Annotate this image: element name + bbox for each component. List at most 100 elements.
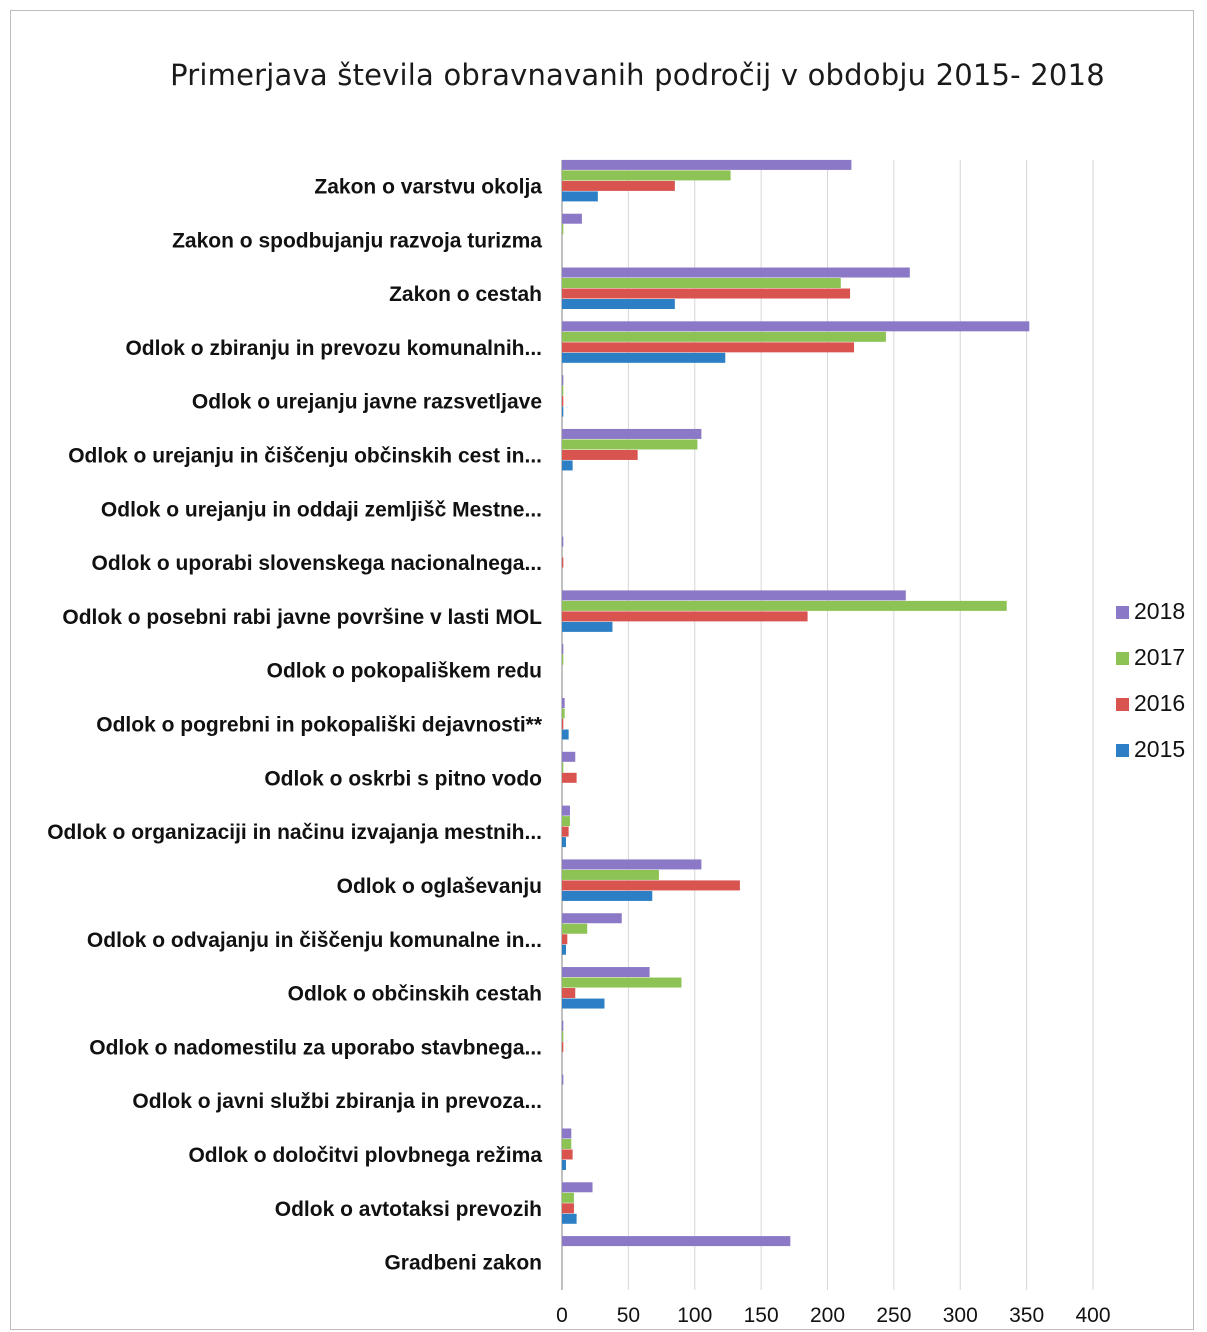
- bar-2016: [562, 1149, 573, 1160]
- legend-label: 2018: [1134, 598, 1185, 624]
- bar-2016: [562, 342, 855, 353]
- bar-2018: [562, 428, 702, 439]
- bar-2017: [562, 869, 659, 880]
- bar-2018: [562, 1182, 593, 1193]
- legend-swatch: [1116, 652, 1129, 665]
- bar-2016: [562, 557, 564, 568]
- bar-2016: [562, 396, 564, 407]
- category-label: Odlok o posebni rabi javne površine v la…: [62, 606, 542, 629]
- category-label: Odlok o avtotaksi prevozih: [275, 1198, 542, 1221]
- category-label: Zakon o varstvu okolja: [314, 175, 542, 198]
- bar-2017: [562, 977, 682, 988]
- category-label: Odlok o pogrebni in pokopališki dejavnos…: [96, 714, 543, 737]
- bar-2015: [562, 299, 675, 310]
- bar-2016: [562, 772, 577, 783]
- category-label: Odlok o urejanju in čiščenju občinskih c…: [68, 444, 542, 467]
- bar-2017: [562, 1031, 564, 1042]
- bar-2018: [562, 267, 910, 278]
- bar-2017: [562, 708, 565, 719]
- bars: [562, 159, 1030, 1247]
- bar-2017: [562, 923, 588, 934]
- category-label: Odlok o nadomestilu za uporabo stavbnega…: [89, 1036, 542, 1059]
- bar-2017: [562, 278, 841, 289]
- x-tick-label: 100: [677, 1304, 712, 1327]
- bar-2015: [562, 944, 566, 955]
- bar-2015: [562, 837, 566, 848]
- legend-swatch: [1116, 698, 1129, 711]
- category-label: Odlok o oglaševanju: [337, 875, 542, 898]
- bar-2016: [562, 880, 740, 891]
- bar-2015: [562, 460, 573, 471]
- category-label: Odlok o uporabi slovenskega nacionalnega…: [92, 552, 542, 575]
- category-label: Odlok o občinskih cestah: [288, 983, 542, 1006]
- bar-2016: [562, 1203, 574, 1214]
- bar-2016: [562, 1041, 564, 1052]
- chart-frame: [10, 10, 1194, 1330]
- x-tick-labels: 0 50 100 150 200 250 300 350 400: [556, 1304, 1110, 1327]
- category-label: Odlok o zbiranju in prevozu komunalnih..…: [125, 337, 542, 360]
- bar-2016: [562, 180, 675, 191]
- bar-2018: [562, 751, 576, 762]
- legend-label: 2016: [1134, 690, 1185, 716]
- legend-swatch: [1116, 606, 1129, 619]
- legend-label: 2017: [1134, 644, 1185, 670]
- bar-2015: [562, 998, 605, 1009]
- bar-2018: [562, 967, 650, 978]
- chart-title: Primerjava števila obravnavanih področij…: [170, 58, 1105, 92]
- category-label: Odlok o oskrbi s pitno vodo: [264, 767, 542, 790]
- legend-swatch: [1116, 744, 1129, 757]
- bar-2018: [562, 913, 622, 924]
- category-label: Odlok o urejanju javne razsvetljave: [192, 391, 542, 414]
- bar-2016: [562, 826, 569, 837]
- bar-2017: [562, 385, 564, 396]
- bar-2016: [562, 719, 564, 729]
- bar-2015: [562, 890, 653, 901]
- x-tick-label: 0: [556, 1304, 568, 1327]
- bar-2018: [562, 1128, 572, 1139]
- category-label: Odlok o urejanju in oddaji zemljišč Mest…: [101, 498, 542, 521]
- bar-2018: [562, 536, 564, 547]
- x-tick-label: 350: [1009, 1304, 1044, 1327]
- bar-2015: [562, 352, 726, 363]
- bar-2017: [562, 816, 570, 827]
- bar-2018: [562, 1020, 564, 1031]
- bar-2016: [562, 988, 576, 999]
- bar-2017: [562, 762, 564, 773]
- bar-2018: [562, 644, 564, 655]
- bar-2018: [562, 159, 852, 170]
- bar-2017: [562, 439, 698, 450]
- bar-2018: [562, 321, 1030, 332]
- category-labels: Zakon o varstvu okolja Zakon o spodbujanj…: [47, 175, 543, 1274]
- bar-2017: [562, 170, 731, 181]
- x-tick-label: 50: [617, 1304, 640, 1327]
- category-label: Zakon o cestah: [389, 283, 542, 306]
- legend: 2018 2017 2016 2015: [1116, 598, 1185, 762]
- bar-2015: [562, 191, 598, 202]
- bar-2018: [562, 1236, 791, 1247]
- category-label: Odlok o javni službi zbiranja in prevoza…: [132, 1090, 542, 1113]
- x-tick-label: 300: [943, 1304, 978, 1327]
- category-label: Zakon o spodbujanju razvoja turizma: [172, 229, 542, 252]
- bar-2016: [562, 611, 808, 622]
- category-label: Odlok o organizaciji in načinu izvajanja…: [47, 821, 542, 844]
- bar-2017: [562, 1138, 572, 1149]
- category-label: Odlok o odvajanju in čiščenju komunalne …: [87, 929, 542, 952]
- bar-2015: [562, 1159, 566, 1170]
- bar-2016: [562, 449, 638, 460]
- bar-2015: [562, 621, 613, 632]
- bar-2017: [562, 654, 564, 665]
- bar-2015: [562, 406, 564, 417]
- category-label: Odlok o pokopališkem redu: [267, 660, 542, 683]
- bar-2015: [562, 729, 569, 740]
- x-tick-label: 150: [744, 1304, 779, 1327]
- bar-2018: [562, 375, 564, 386]
- bar-2016: [562, 934, 568, 945]
- category-label: Odlok o določitvi plovbnega režima: [188, 1144, 542, 1167]
- x-tick-label: 400: [1075, 1304, 1110, 1327]
- bar-2017: [562, 331, 886, 342]
- category-label: Gradbeni zakon: [384, 1252, 542, 1275]
- bar-2018: [562, 859, 702, 870]
- bar-2018: [562, 590, 906, 601]
- bar-2018: [562, 698, 565, 708]
